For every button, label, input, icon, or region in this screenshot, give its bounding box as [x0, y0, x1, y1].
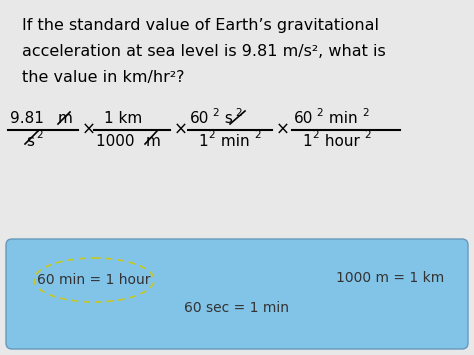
Text: 60: 60 — [294, 111, 313, 126]
Text: 60 min = 1 hour: 60 min = 1 hour — [37, 273, 151, 287]
Text: 9.81: 9.81 — [10, 111, 49, 126]
Text: 2: 2 — [208, 130, 215, 140]
Text: 1: 1 — [198, 134, 208, 149]
Text: 2: 2 — [316, 108, 323, 118]
Text: If the standard value of Earth’s gravitational: If the standard value of Earth’s gravita… — [22, 18, 379, 33]
Text: m: m — [58, 111, 73, 126]
Text: ×: × — [276, 121, 290, 139]
Text: 60 sec = 1 min: 60 sec = 1 min — [184, 301, 290, 315]
Text: ×: × — [82, 121, 96, 139]
Text: 1: 1 — [302, 134, 311, 149]
Text: 2: 2 — [212, 108, 219, 118]
Text: m: m — [146, 134, 161, 149]
Text: s: s — [220, 111, 233, 126]
Text: the value in km/hr²?: the value in km/hr²? — [22, 70, 184, 85]
Text: 2: 2 — [362, 108, 369, 118]
Text: 2: 2 — [36, 130, 43, 140]
Text: min: min — [324, 111, 357, 126]
Text: 2: 2 — [254, 130, 261, 140]
Text: 2: 2 — [364, 130, 371, 140]
Text: min: min — [216, 134, 250, 149]
Text: 2: 2 — [312, 130, 319, 140]
Text: acceleration at sea level is 9.81 m/s², what is: acceleration at sea level is 9.81 m/s², … — [22, 44, 386, 59]
Text: ×: × — [174, 121, 188, 139]
FancyBboxPatch shape — [6, 239, 468, 349]
Text: 1000 m = 1 km: 1000 m = 1 km — [336, 271, 444, 285]
Text: s: s — [26, 134, 34, 149]
Text: 1 km: 1 km — [104, 111, 142, 126]
Text: 60: 60 — [190, 111, 210, 126]
Text: 2: 2 — [235, 108, 242, 118]
Text: hour: hour — [320, 134, 360, 149]
Text: 1000: 1000 — [96, 134, 139, 149]
